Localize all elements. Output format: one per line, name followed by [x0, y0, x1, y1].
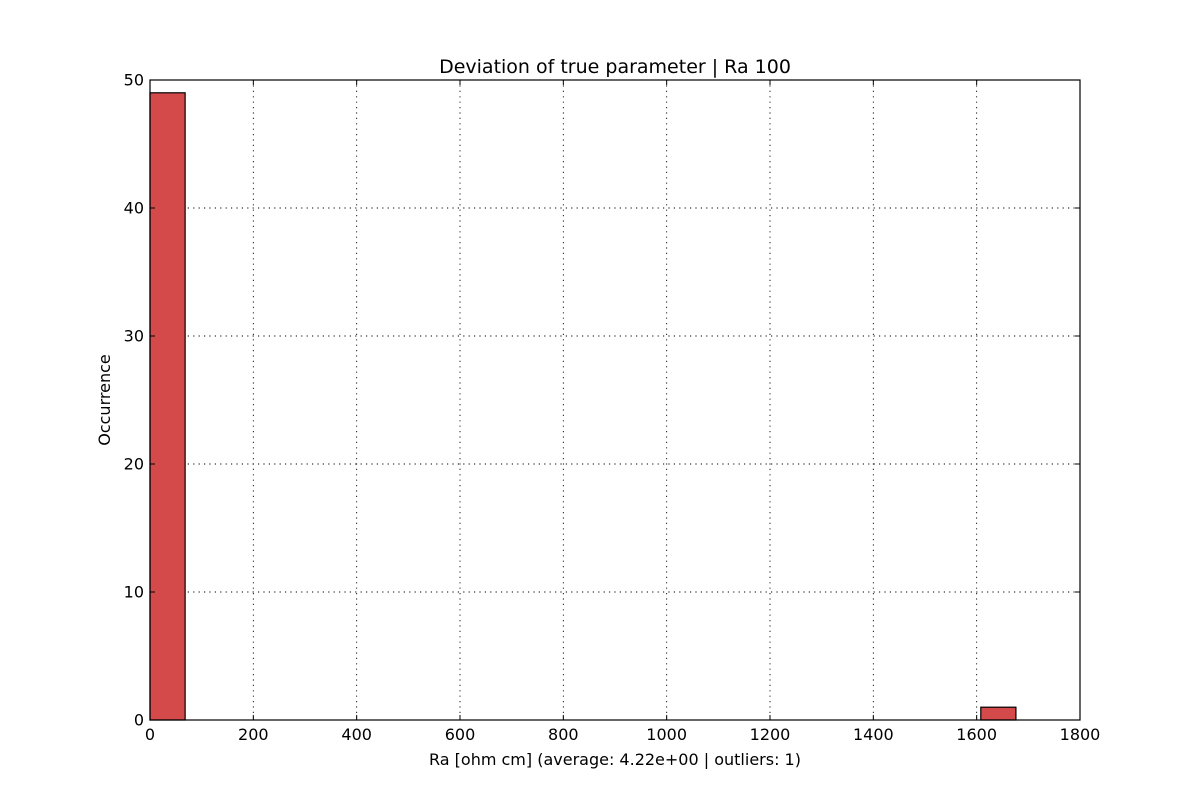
histogram-bars — [149, 92, 1017, 721]
y-tick-label: 30 — [124, 327, 144, 346]
y-tick-label: 20 — [124, 455, 144, 474]
x-tick-label: 1400 — [853, 725, 894, 744]
x-axis-title: Ra [ohm cm] (average: 4.22e+00 | outlier… — [429, 750, 801, 769]
x-tick-label: 800 — [548, 725, 579, 744]
x-tick-label: 400 — [341, 725, 372, 744]
y-tick-label: 50 — [124, 71, 144, 90]
y-tick-label: 10 — [124, 583, 144, 602]
x-tick-label: 1800 — [1060, 725, 1101, 744]
x-tick-label: 0 — [145, 725, 155, 744]
y-tick-label: 0 — [134, 711, 144, 730]
x-axis-ticks: 0 200 400 600 800 1000 1200 1400 1600 1800 — [145, 80, 1100, 744]
x-tick-label: 1000 — [646, 725, 687, 744]
x-tick-label: 600 — [445, 725, 476, 744]
x-tick-label: 1200 — [750, 725, 791, 744]
x-tick-label: 200 — [238, 725, 269, 744]
x-tick-label: 1600 — [956, 725, 997, 744]
chart-title: Deviation of true parameter | Ra 100 — [439, 56, 791, 78]
histogram-bar — [980, 706, 1017, 721]
y-axis-title: Occurrence — [95, 354, 114, 445]
y-tick-label: 40 — [124, 199, 144, 218]
y-axis-ticks: 0 10 20 30 40 50 — [124, 71, 1080, 730]
grid-lines — [150, 80, 1080, 720]
histogram-bar — [149, 92, 186, 721]
plot-area-frame — [149, 79, 1081, 721]
